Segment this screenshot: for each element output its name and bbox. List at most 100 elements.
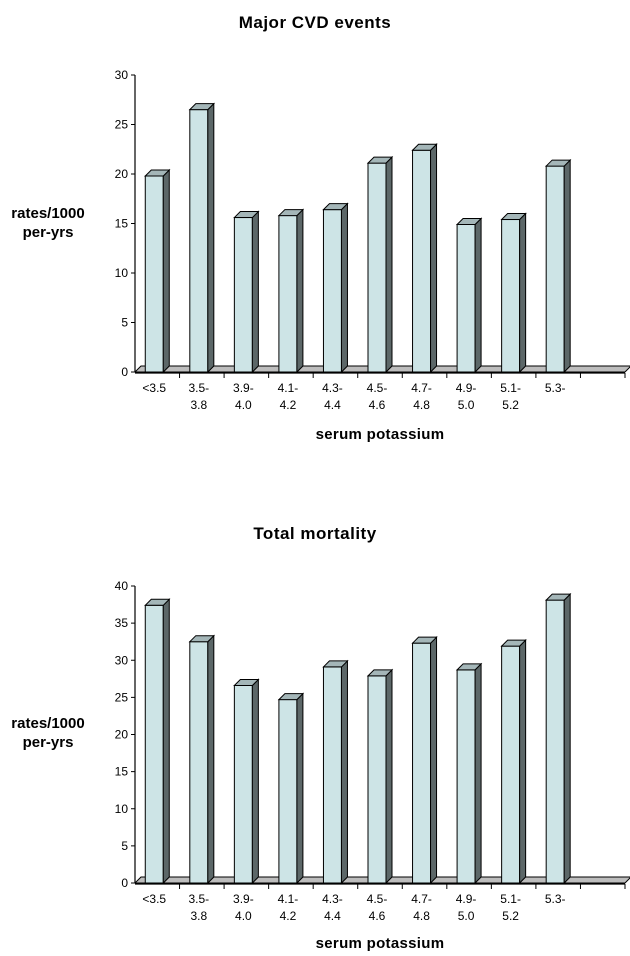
bar [144, 598, 171, 885]
bar-top [144, 169, 171, 177]
y-tick-label: 40 [115, 579, 129, 593]
bar-side [385, 668, 393, 885]
x-tick-label: 4.0 [235, 909, 252, 923]
bar-top [277, 209, 305, 217]
bar-top [544, 593, 572, 601]
y-tick-label: 20 [115, 728, 129, 742]
x-tick-label: 4.5- [367, 892, 388, 906]
x-tick-label: <3.5 [142, 892, 166, 906]
x-tick-label: 4.0 [235, 398, 252, 412]
x-axis-label: serum potassium [315, 426, 445, 443]
x-tick-label: 4.4 [324, 909, 341, 923]
x-tick-label: 4.9- [456, 892, 477, 906]
x-tick-label: 4.6 [369, 398, 386, 412]
y-tick-label: 0 [121, 365, 128, 379]
y-tick-label: 0 [121, 876, 128, 890]
bar-front [144, 604, 164, 884]
bar [144, 168, 171, 374]
bar-side [207, 634, 215, 885]
bar-top [500, 213, 527, 221]
x-tick-label: 5.0 [458, 398, 475, 412]
x-tick-label: 3.5- [188, 381, 209, 395]
bar-side [251, 678, 259, 885]
bar-top [411, 636, 438, 644]
x-tick-label: 4.1- [278, 381, 299, 395]
bar-side [563, 592, 571, 885]
bar-front [367, 675, 387, 884]
x-tick-label: 4.7- [411, 892, 432, 906]
x-tick-label: 4.6 [369, 909, 386, 923]
bar-top [233, 678, 260, 686]
bar [277, 208, 305, 374]
x-tick-label: 4.3- [322, 381, 343, 395]
x-tick-label: 5.2 [502, 398, 519, 412]
bar [233, 678, 260, 885]
y-axis-label: rates/1000 per-yrs [11, 205, 85, 241]
bar-top [144, 598, 171, 606]
bar-side [162, 598, 170, 885]
x-tick-label: 4.1- [278, 892, 299, 906]
bar-top [366, 156, 394, 164]
x-tick-label: 4.4 [324, 398, 341, 412]
bar [455, 662, 483, 885]
bar-side [340, 659, 348, 885]
x-tick-label: 4.2 [280, 398, 297, 412]
x-tick-label: 3.9- [233, 892, 254, 906]
bar [500, 638, 527, 885]
y-tick-label: 10 [115, 266, 129, 280]
bar-chart-cvd-events: 0 5 10 15 20 25 30 <3.5 3.5- 3.8 3.9- 4.0 4.1- 4.2 4.3… [115, 68, 630, 412]
y-tick-label: 25 [115, 118, 129, 132]
bar-side [519, 638, 527, 885]
bar [322, 659, 349, 885]
bar [455, 217, 483, 374]
x-tick-label: 5.3- [545, 892, 566, 906]
y-tick-label: 35 [115, 616, 129, 630]
bar [411, 143, 438, 374]
x-tick-label: 4.8 [413, 398, 430, 412]
y-tick-label: 15 [115, 765, 129, 779]
bar-side [430, 635, 438, 885]
bar-side [296, 692, 304, 885]
x-tick-label: 5.3- [545, 381, 566, 395]
y-tick-label: 20 [115, 167, 129, 181]
y-tick-label: 5 [121, 316, 128, 330]
bar [233, 210, 260, 374]
bar-top [411, 143, 438, 151]
bar-top [366, 669, 394, 677]
bar [500, 212, 527, 374]
bar-top [322, 203, 349, 211]
x-tick-label: <3.5 [142, 381, 166, 395]
bar-front [233, 684, 253, 884]
y-tick-label: 5 [121, 839, 128, 853]
bar-front [278, 699, 298, 884]
x-tick-label: 3.9- [233, 381, 254, 395]
bar [544, 592, 572, 885]
bar-front [322, 666, 342, 884]
y-tick-label: 30 [115, 653, 129, 667]
y-tick-label: 10 [115, 802, 129, 816]
bar-top [500, 639, 527, 647]
x-axis-label: serum potassium [315, 935, 445, 952]
bar-top [277, 693, 305, 701]
bar-side [474, 662, 482, 885]
bar [411, 635, 438, 885]
x-tick-label: 5.1- [500, 381, 521, 395]
bar-top [188, 103, 216, 111]
y-axis-label: rates/1000 per-yrs [11, 715, 85, 751]
x-tick-label: 3.5- [188, 892, 209, 906]
x-tick-label: 5.1- [500, 892, 521, 906]
bar [188, 102, 216, 374]
x-tick-label: 3.8 [190, 909, 207, 923]
chart-title: Major CVD events [238, 13, 392, 32]
bar-top [322, 660, 349, 668]
x-tick-label: 4.8 [413, 909, 430, 923]
bar [277, 692, 305, 885]
bar-front [501, 645, 521, 884]
x-tick-label: 4.5- [367, 381, 388, 395]
chart-title: Total mortality [253, 524, 377, 543]
bar [544, 158, 572, 374]
bar-front [189, 641, 209, 884]
bar [366, 155, 394, 374]
bar [366, 668, 394, 885]
